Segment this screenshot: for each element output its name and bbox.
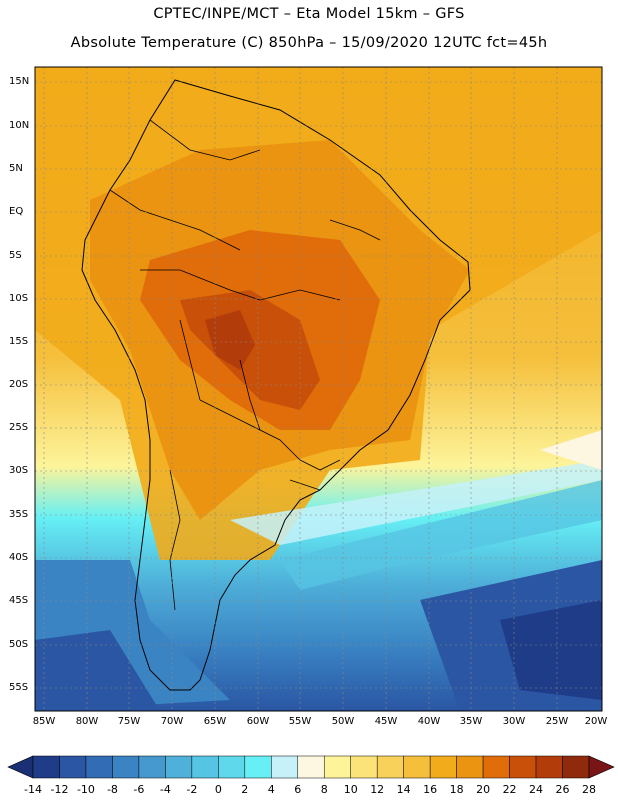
colorbar-label: 10 [343, 783, 358, 796]
colorbar-cell [376, 755, 404, 779]
lat-label: EQ [9, 206, 24, 217]
colorbar-cell [482, 755, 510, 779]
colorbar-label: 24 [529, 783, 544, 796]
colorbar-cell [138, 755, 166, 779]
lat-label: 45S [9, 595, 29, 606]
colorbar-label: 26 [555, 783, 570, 796]
lat-label: 50S [9, 639, 29, 650]
colorbar-cell [323, 755, 351, 779]
lat-label: 40S [9, 552, 29, 563]
colorbar-label: -8 [106, 783, 118, 796]
title-line-2: Absolute Temperature (C) 850hPa – 15/09/… [70, 35, 548, 51]
colorbar-cell [85, 755, 113, 779]
colorbar-label: 0 [214, 783, 222, 796]
lat-label: 15S [9, 336, 29, 347]
colorbar-cell [32, 755, 60, 779]
lon-label: 20W [584, 716, 608, 727]
colorbar-label: -14 [24, 783, 42, 796]
lon-label: 50W [331, 716, 355, 727]
colorbar-cell [297, 755, 325, 779]
colorbar-label: -4 [159, 783, 171, 796]
colorbar-label: 22 [502, 783, 517, 796]
lon-label: 40W [417, 716, 441, 727]
lon-label: 75W [117, 716, 141, 727]
colorbar-label: 14 [396, 783, 411, 796]
graticule [35, 67, 602, 711]
colorbar-cell [562, 755, 590, 779]
colorbar-cell [112, 755, 140, 779]
lat-label: 5N [9, 163, 23, 174]
colorbar-cell [244, 755, 272, 779]
lon-label: 60W [246, 716, 270, 727]
lat-label: 15N [9, 76, 30, 87]
lat-label: 55S [9, 682, 29, 693]
lat-label: 35S [9, 509, 29, 520]
lat-label: 25S [9, 422, 29, 433]
colorbar-cell [456, 755, 484, 779]
colorbar-label: 12 [370, 783, 385, 796]
colorbar-label: -10 [76, 783, 95, 796]
lon-label: 30W [502, 716, 526, 727]
colorbar-label: -2 [186, 783, 198, 796]
lon-label: 65W [203, 716, 227, 727]
lon-label: 45W [374, 716, 398, 727]
country-borders [109, 119, 381, 611]
colorbar-cell [350, 755, 378, 779]
colorbar-label: 28 [582, 783, 596, 796]
colorbar-cell [535, 755, 563, 779]
colorbar-cell [218, 755, 246, 779]
lat-label: 10N [9, 120, 30, 131]
colorbar-label: 6 [294, 783, 302, 796]
colorbar-label: 8 [320, 783, 328, 796]
colorbar-cell [403, 755, 431, 779]
colorbar-arrow-low [7, 755, 34, 779]
title-line-1: CPTEC/INPE/MCT – Eta Model 15km – GFS [153, 6, 465, 22]
colorbar-label: 20 [476, 783, 491, 796]
colorbar [7, 755, 615, 779]
map-frame [34, 66, 603, 712]
colorbar-label: -12 [50, 783, 69, 796]
colorbar-cell [191, 755, 219, 779]
lon-label: 55W [288, 716, 312, 727]
colorbar-cell [509, 755, 537, 779]
lon-label: 25W [545, 716, 569, 727]
lon-label: 35W [459, 716, 483, 727]
lat-label: 5S [9, 250, 22, 261]
colorbar-cell [59, 755, 87, 779]
colorbar-label: 4 [267, 783, 275, 796]
colorbar-cell [271, 755, 299, 779]
colorbar-arrow-high [588, 755, 615, 779]
colorbar-label: 18 [449, 783, 464, 796]
lat-label: 20S [9, 379, 29, 390]
colorbar-label: 2 [241, 783, 249, 796]
temperature-field [35, 67, 602, 711]
lon-label: 85W [32, 716, 56, 727]
lon-label: 80W [75, 716, 99, 727]
lon-label: 70W [160, 716, 184, 727]
lat-label: 10S [9, 293, 29, 304]
colorbar-cell [429, 755, 457, 779]
colorbar-label: 16 [423, 783, 438, 796]
lat-label: 30S [9, 465, 29, 476]
colorbar-cell [165, 755, 193, 779]
coastline [81, 79, 471, 691]
colorbar-label: -6 [133, 783, 145, 796]
